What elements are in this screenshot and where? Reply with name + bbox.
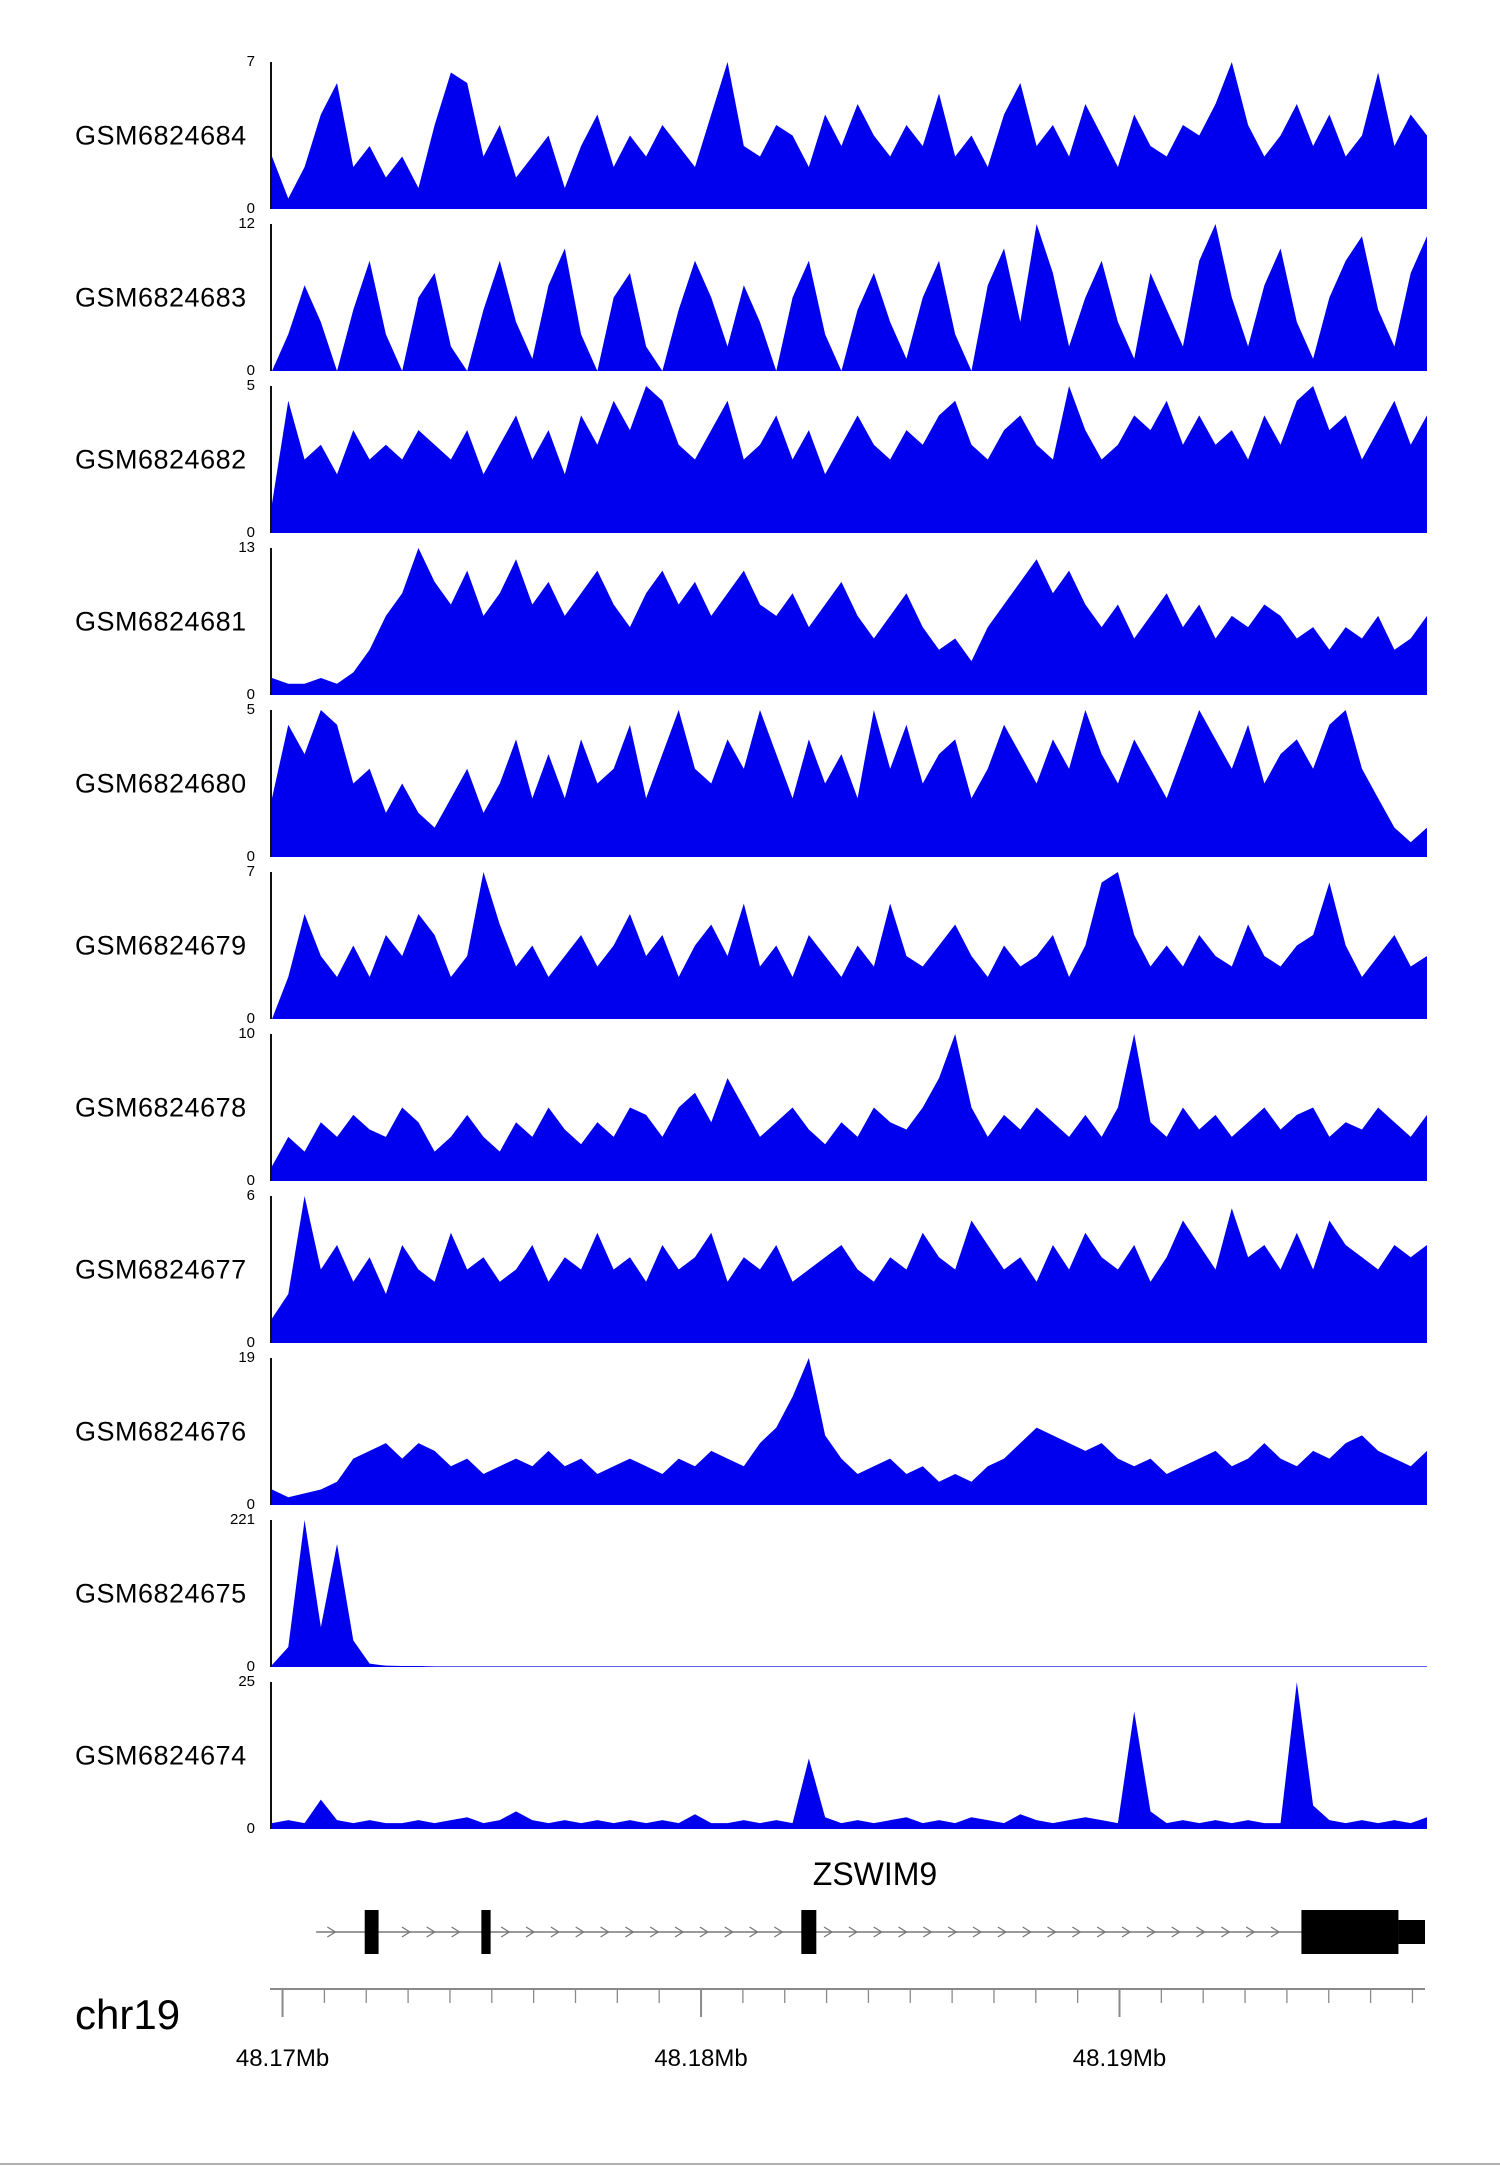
- y-axis-max-label: 19: [238, 1349, 255, 1366]
- track-row-GSM6824678: GSM6824678 10 0: [0, 1026, 1500, 1189]
- track-row-GSM6824684: GSM6824684 7 0: [0, 54, 1500, 217]
- coverage-plot: [270, 1520, 1427, 1667]
- coverage-area: [272, 1682, 1427, 1829]
- track-row-GSM6824674: GSM6824674 25 0: [0, 1674, 1500, 1837]
- y-axis-max-label: 6: [246, 1187, 255, 1204]
- y-axis-max-label: 5: [246, 377, 255, 394]
- coverage-plot: [270, 548, 1427, 695]
- y-axis-max-label: 12: [238, 215, 255, 232]
- coverage-plot: [270, 1034, 1427, 1181]
- y-axis-zero-label: 0: [246, 1334, 255, 1351]
- gene-track: ZSWIM9: [0, 1856, 1500, 1968]
- axis-tick-label: 48.17Mb: [235, 2045, 330, 2072]
- track-label: GSM6824674: [75, 1740, 247, 1770]
- coverage-area: [272, 1196, 1427, 1343]
- y-axis-max-label: 13: [238, 539, 255, 556]
- track-label: GSM6824684: [75, 120, 247, 150]
- coverage-area: [272, 872, 1427, 1019]
- y-axis-max-label: 25: [238, 1673, 255, 1690]
- y-axis-zero-label: 0: [246, 1658, 255, 1675]
- track-row-GSM6824683: GSM6824683 12 0: [0, 216, 1500, 379]
- track-label: GSM6824678: [75, 1092, 247, 1122]
- coverage-area: [272, 548, 1427, 695]
- track-label: GSM6824681: [75, 606, 247, 636]
- track-label: GSM6824682: [75, 444, 247, 474]
- y-axis-max-label: 7: [246, 863, 255, 880]
- y-axis-max-label: 221: [229, 1511, 255, 1528]
- genome-axis: chr19 48.17Mb 48.18Mb 48.19Mb: [0, 1985, 1500, 2115]
- track-row-GSM6824677: GSM6824677 6 0: [0, 1188, 1500, 1351]
- y-axis-zero-label: 0: [246, 1010, 255, 1027]
- track-row-GSM6824682: GSM6824682 5 0: [0, 378, 1500, 541]
- axis-ruler: [270, 1988, 1425, 2017]
- track-row-GSM6824675: GSM6824675 221 0: [0, 1512, 1500, 1675]
- coverage-area: [272, 710, 1427, 857]
- track-row-GSM6824680: GSM6824680 5 0: [0, 702, 1500, 865]
- track-row-GSM6824679: GSM6824679 7 0: [0, 864, 1500, 1027]
- y-axis-zero-label: 0: [246, 524, 255, 541]
- y-axis-zero-label: 0: [246, 362, 255, 379]
- axis-tick-label: 48.18Mb: [654, 2045, 748, 2072]
- y-axis-zero-label: 0: [246, 686, 255, 703]
- coverage-plot: [270, 1358, 1427, 1505]
- gene-name-label: ZSWIM9: [812, 1856, 938, 1892]
- y-axis-max-label: 7: [246, 53, 255, 70]
- coverage-plot: [270, 1682, 1427, 1829]
- track-label: GSM6824676: [75, 1416, 247, 1446]
- gene-exon: [481, 1910, 491, 1954]
- y-axis-max-label: 5: [246, 701, 255, 718]
- coverage-area: [272, 1034, 1427, 1181]
- y-axis-zero-label: 0: [246, 200, 255, 217]
- y-axis-zero-label: 0: [246, 1820, 255, 1837]
- coverage-plot: [270, 62, 1427, 209]
- coverage-plot: [270, 386, 1427, 533]
- coverage-area: [272, 1358, 1427, 1505]
- coverage-plot: [270, 224, 1427, 371]
- coverage-area: [272, 1520, 1427, 1667]
- track-label: GSM6824675: [75, 1578, 247, 1608]
- coverage-plot: [270, 872, 1427, 1019]
- track-row-GSM6824676: GSM6824676 19 0: [0, 1350, 1500, 1513]
- gene-exon: [1301, 1910, 1399, 1954]
- coverage-plot: [270, 710, 1427, 857]
- coverage-area: [272, 62, 1427, 209]
- coverage-area: [272, 224, 1427, 371]
- y-axis-zero-label: 0: [246, 1172, 255, 1189]
- coverage-plot: [270, 1196, 1427, 1343]
- bottom-divider: [0, 2163, 1500, 2165]
- coverage-area: [272, 386, 1427, 533]
- gene-model: [316, 1910, 1425, 1954]
- track-label: GSM6824680: [75, 768, 247, 798]
- gene-exon: [801, 1910, 817, 1954]
- gene-exon: [1398, 1920, 1425, 1944]
- track-label: GSM6824683: [75, 282, 247, 312]
- axis-tick-label: 48.19Mb: [1072, 2045, 1167, 2072]
- track-label: GSM6824677: [75, 1254, 247, 1284]
- chromosome-label: chr19: [75, 1991, 181, 2038]
- track-row-GSM6824681: GSM6824681 13 0: [0, 540, 1500, 703]
- track-label: GSM6824679: [75, 930, 247, 960]
- y-axis-max-label: 10: [238, 1025, 255, 1042]
- y-axis-zero-label: 0: [246, 848, 255, 865]
- gene-exon: [364, 1910, 379, 1954]
- y-axis-zero-label: 0: [246, 1496, 255, 1513]
